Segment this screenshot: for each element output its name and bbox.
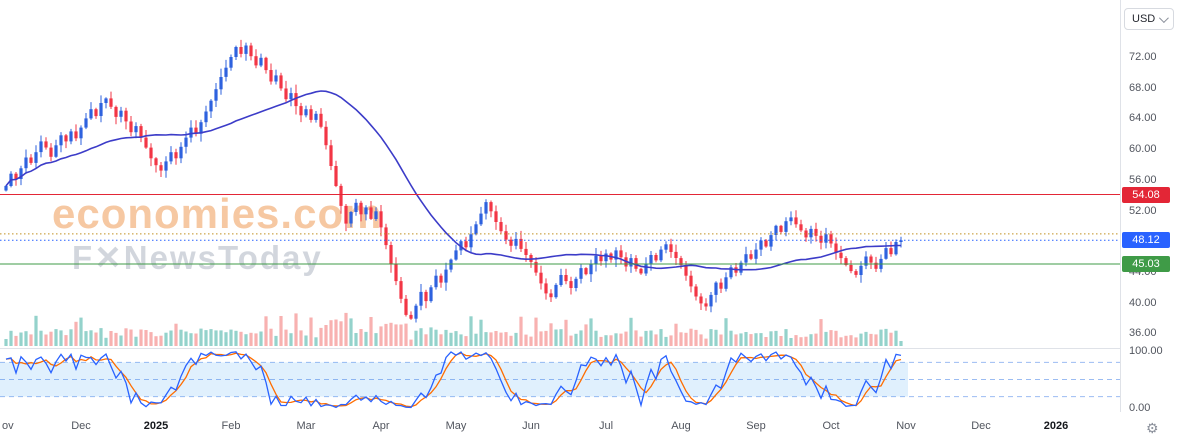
settings-gear-icon[interactable]: ⚙	[1146, 420, 1159, 436]
time-tick: ov	[2, 420, 14, 432]
time-tick: Jul	[598, 420, 614, 432]
price-tick: 64.00	[1129, 112, 1157, 124]
price-badge-resistance: 54.08	[1122, 187, 1170, 203]
price-chart[interactable]	[0, 0, 1120, 348]
time-tick: Apr	[372, 420, 390, 432]
time-tick: Jun	[522, 420, 540, 432]
stoch-tick: 0.00	[1129, 402, 1151, 414]
price-tick: 56.00	[1129, 174, 1157, 186]
axis-separator-vertical	[1120, 0, 1121, 445]
time-tick: Dec	[971, 420, 991, 432]
price-tick: 60.00	[1129, 143, 1157, 155]
time-tick: May	[445, 420, 467, 432]
currency-label: USD	[1132, 13, 1156, 25]
chevron-down-icon	[1158, 12, 1169, 23]
time-axis[interactable]: ov Dec 2025 Feb Mar Apr May Jun Jul Aug Sep Oct Nov D…	[0, 412, 1182, 445]
time-tick: 2025	[143, 420, 169, 432]
price-tick: 72.00	[1129, 51, 1157, 63]
time-tick: Feb	[221, 420, 241, 432]
time-tick: Sep	[746, 420, 766, 432]
price-tick: 52.00	[1129, 205, 1157, 217]
time-tick: Aug	[671, 420, 691, 432]
stochastic-panel[interactable]	[0, 348, 1120, 412]
price-badge-support: 45.03	[1122, 256, 1170, 272]
time-tick: 2026	[1043, 420, 1069, 432]
price-tick: 68.00	[1129, 82, 1157, 94]
time-tick: Nov	[896, 420, 916, 432]
price-badge-last-price: 48.12	[1122, 232, 1170, 248]
time-tick: Dec	[71, 420, 91, 432]
stoch-tick: 100.00	[1129, 345, 1163, 357]
time-tick: Mar	[296, 420, 316, 432]
price-tick: 36.00	[1129, 327, 1157, 339]
price-axis[interactable]: 72.0068.0064.0060.0056.0052.0048.0044.00…	[1121, 0, 1182, 414]
price-tick: 40.00	[1129, 297, 1157, 309]
time-tick: Oct	[822, 420, 840, 432]
panel-separator	[0, 348, 1182, 349]
currency-dropdown[interactable]: USD	[1124, 8, 1174, 30]
